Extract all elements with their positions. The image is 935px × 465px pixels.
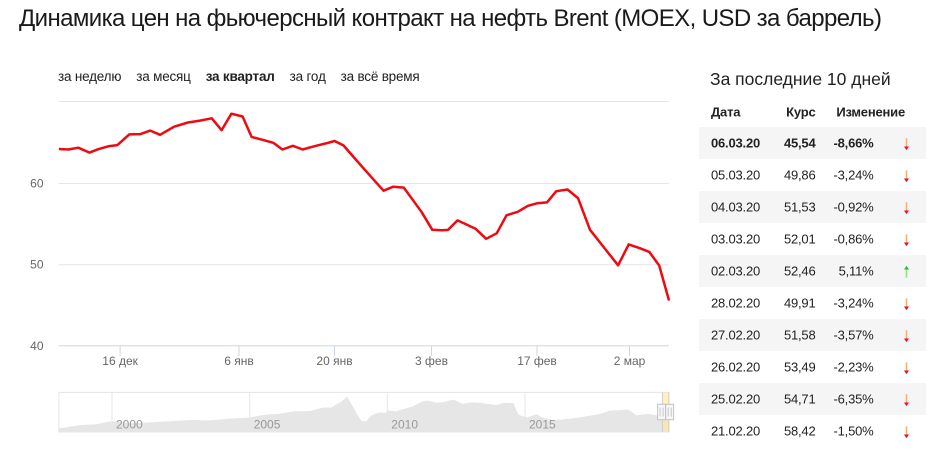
svg-text:2010: 2010 bbox=[391, 418, 418, 432]
svg-text:17 фев: 17 фев bbox=[517, 354, 557, 368]
svg-text:50: 50 bbox=[30, 258, 44, 272]
svg-text:2015: 2015 bbox=[529, 418, 556, 432]
svg-text:16 дек: 16 дек bbox=[102, 354, 138, 368]
svg-text:6 янв: 6 янв bbox=[224, 354, 254, 368]
svg-text:2005: 2005 bbox=[254, 418, 281, 432]
svg-text:20 янв: 20 янв bbox=[316, 354, 352, 368]
svg-text:2000: 2000 bbox=[116, 418, 143, 432]
svg-text:2 мар: 2 мар bbox=[614, 354, 646, 368]
svg-text:3 фев: 3 фев bbox=[415, 354, 448, 368]
svg-text:40: 40 bbox=[30, 339, 44, 353]
svg-text:60: 60 bbox=[30, 177, 44, 191]
